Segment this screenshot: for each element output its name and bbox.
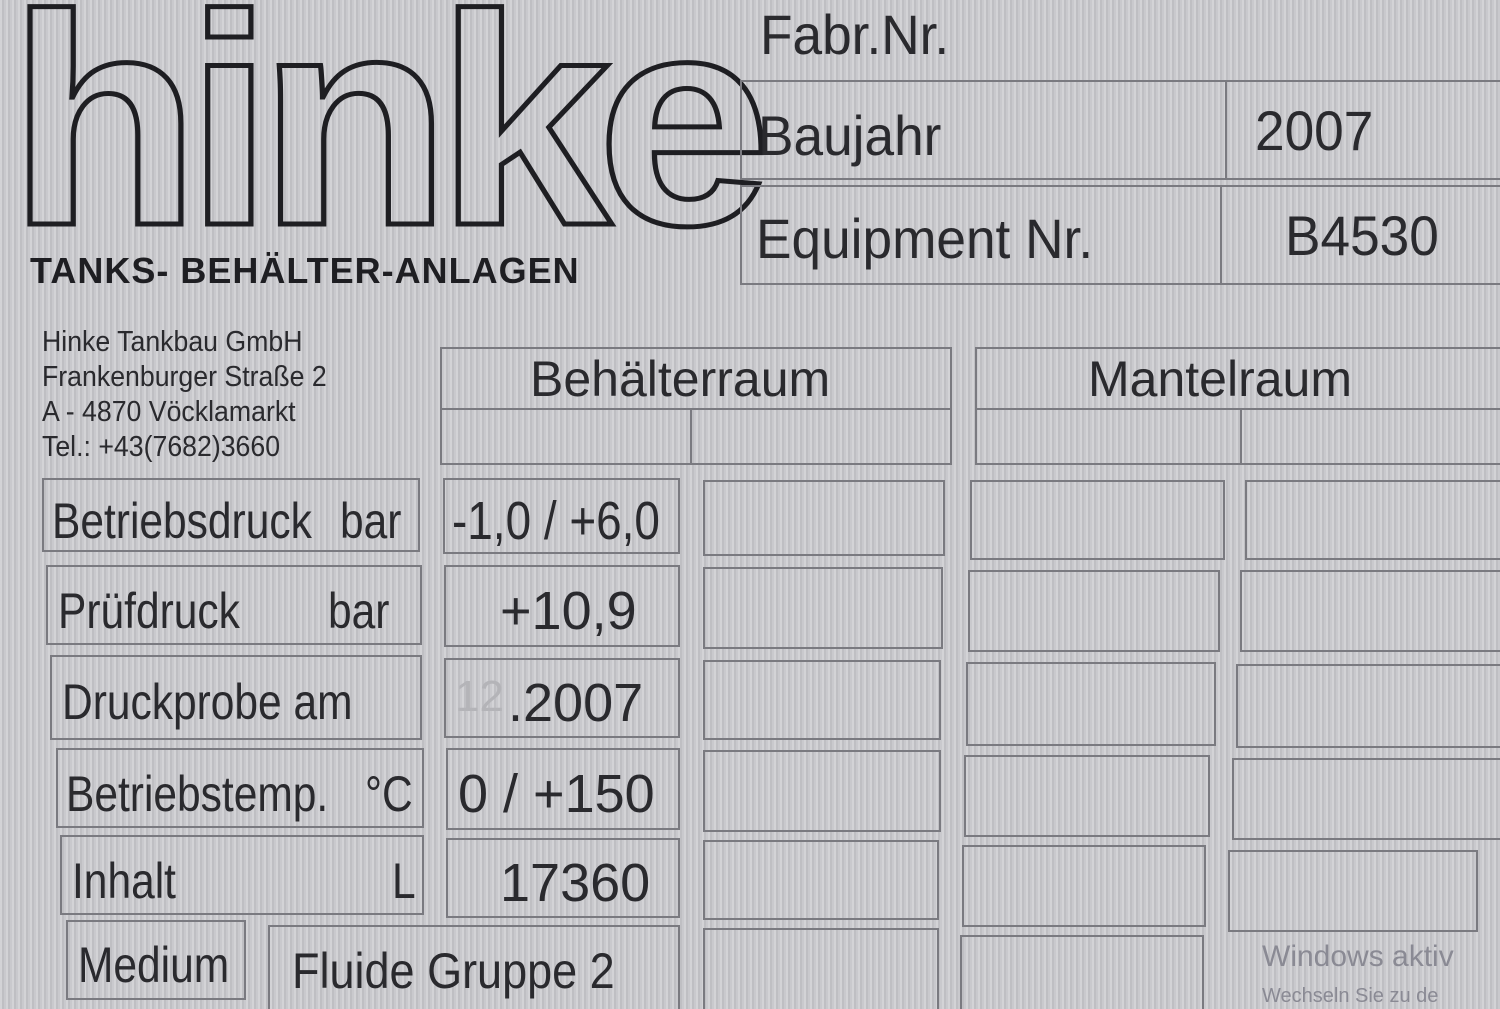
equipment-label: Equipment Nr. <box>756 207 1094 270</box>
baujahr-value: 2007 <box>1255 99 1374 162</box>
row-unit: °C <box>365 766 413 822</box>
company-name: Hinke Tankbau GmbH <box>42 326 303 358</box>
windows-activation-hint: Wechseln Sie zu de <box>1262 985 1439 1007</box>
baujahr-value-box <box>1225 80 1500 180</box>
empty-cell <box>1245 480 1500 560</box>
medium-label: Medium <box>78 937 230 993</box>
empty-cell <box>968 570 1220 652</box>
equipment-value: B4530 <box>1285 204 1439 267</box>
logo-tagline: TANKS- BEHÄLTER-ANLAGEN <box>30 250 580 291</box>
empty-cell <box>703 660 941 740</box>
empty-cell <box>703 567 943 649</box>
empty-cell <box>703 928 939 1009</box>
empty-cell <box>1232 758 1500 840</box>
empty-cell <box>970 480 1225 560</box>
medium-value: Fluide Gruppe 2 <box>292 943 615 999</box>
empty-cell <box>1228 850 1478 932</box>
empty-cell <box>962 845 1206 927</box>
empty-cell <box>703 480 945 556</box>
empty-cell <box>964 755 1210 837</box>
empty-cell <box>703 750 941 832</box>
row-value: 0 / +150 <box>458 764 655 824</box>
row-unit: L <box>392 853 416 909</box>
empty-cell <box>1240 570 1500 652</box>
empty-cell <box>1236 664 1500 748</box>
row-unit: bar <box>328 583 390 639</box>
fabr-nr-label: Fabr.Nr. <box>760 3 950 66</box>
baujahr-label: Baujahr <box>758 104 942 167</box>
row-value: -1,0 / +6,0 <box>452 491 660 551</box>
row-label: Betriebstemp. <box>66 766 329 822</box>
row-label: Inhalt <box>72 853 176 909</box>
row-label: Betriebsdruck <box>52 493 312 549</box>
windows-activation-watermark: Windows aktiv <box>1262 940 1454 973</box>
company-city: A - 4870 Vöcklamarkt <box>42 396 296 428</box>
row-value: .2007 <box>508 673 644 733</box>
empty-cell <box>960 935 1204 1009</box>
company-street: Frankenburger Straße 2 <box>42 361 327 393</box>
row-value-prefix: 12 <box>455 672 504 721</box>
behaelterraum-header <box>440 347 952 465</box>
mantelraum-label: Mantelraum <box>1088 351 1352 407</box>
hinke-logo: hinke <box>5 0 774 288</box>
row-value: +10,9 <box>500 581 637 641</box>
row-label: Druckprobe am <box>62 674 353 730</box>
mantelraum-header <box>975 347 1500 465</box>
behaelterraum-label: Behälterraum <box>530 351 831 407</box>
empty-cell <box>703 840 939 920</box>
equipment-value-box <box>1220 185 1500 285</box>
row-label: Prüfdruck <box>58 583 240 639</box>
company-phone: Tel.: +43(7682)3660 <box>42 431 281 463</box>
empty-cell <box>966 662 1216 746</box>
row-unit: bar <box>340 493 402 549</box>
row-value: 17360 <box>500 853 651 913</box>
